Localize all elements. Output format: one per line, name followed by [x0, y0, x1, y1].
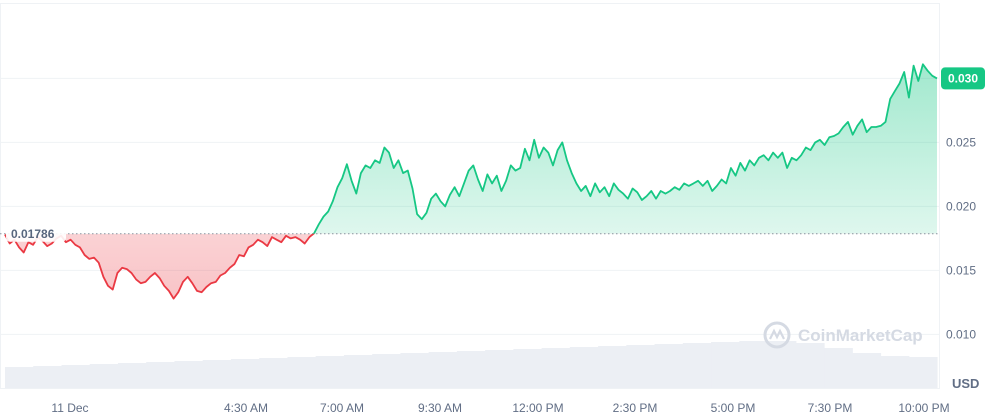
volume-bar	[230, 359, 260, 388]
baseline-label: 0.01786	[6, 223, 66, 242]
volume-bar	[824, 348, 853, 388]
x-tick-label: 7:30 PM	[808, 401, 853, 415]
volume-bar	[287, 357, 317, 388]
x-tick-label: 7:00 AM	[320, 401, 364, 415]
volume-bar	[117, 363, 147, 388]
volume-bar	[626, 345, 656, 388]
volume-bar	[456, 351, 486, 388]
x-tick-label: 2:30 PM	[613, 401, 658, 415]
watermark: CoinMarketCap	[763, 321, 923, 349]
x-axis: 11 Dec 4:30 AM 7:00 AM 9:30 AM 12:00 PM 2:30 …	[51, 401, 949, 415]
volume-bar	[400, 353, 430, 388]
volume-bar	[174, 361, 204, 388]
watermark-text: CoinMarketCap	[798, 326, 923, 345]
y-tick-label: 0.025	[946, 135, 976, 149]
volume-bar	[880, 356, 910, 388]
x-tick-label: 12:00 PM	[512, 401, 563, 415]
unit-label: USD	[952, 376, 979, 391]
x-tick-label: 10:00 PM	[898, 401, 949, 415]
volume-bar	[33, 366, 63, 388]
y-tick-label: 0.020	[946, 199, 976, 213]
volume-bar	[569, 347, 599, 388]
price-line-below	[4, 233, 315, 300]
x-tick-label: 4:30 AM	[224, 401, 268, 415]
x-tick-label: 11 Dec	[51, 401, 88, 415]
volume-bar	[767, 341, 797, 388]
volume-bar	[852, 353, 882, 388]
volume-bar	[541, 348, 571, 388]
volume-bar	[5, 367, 34, 388]
area-above-baseline	[313, 64, 937, 234]
volume-bar	[343, 355, 373, 388]
baseline-value: 0.01786	[11, 227, 55, 241]
volume-bar	[654, 344, 684, 388]
volume-bar	[146, 362, 176, 388]
price-line-above	[312, 63, 938, 234]
volume-bar	[428, 352, 458, 388]
volume-bar	[711, 342, 740, 388]
volume-bar	[259, 358, 289, 388]
volume-bar	[908, 357, 938, 388]
volume-bar	[89, 364, 119, 388]
volume-bar	[598, 346, 627, 388]
volume-bar	[372, 354, 401, 388]
volume-bar	[513, 349, 543, 388]
x-tick-label: 9:30 AM	[418, 401, 462, 415]
volume-bar	[795, 343, 825, 388]
x-tick-label: 5:00 PM	[711, 401, 756, 415]
volume-bar	[739, 341, 769, 388]
area-below-baseline	[5, 233, 937, 299]
plot-frame	[0, 3, 940, 389]
y-tick-label: 0.015	[946, 263, 976, 277]
volume-bar	[682, 343, 712, 388]
y-tick-label: 0.010	[946, 327, 976, 341]
volume-bar	[202, 360, 232, 388]
y-axis: 0.010 0.015 0.020 0.025	[946, 135, 976, 341]
coinmarketcap-logo-icon	[763, 321, 791, 349]
volume-bar	[61, 365, 91, 388]
last-price-badge: 0.030	[941, 67, 985, 90]
volume-bar	[315, 356, 345, 388]
last-price-value: 0.030	[948, 71, 978, 85]
volume-bars	[5, 341, 938, 388]
volume-bar	[485, 350, 514, 388]
